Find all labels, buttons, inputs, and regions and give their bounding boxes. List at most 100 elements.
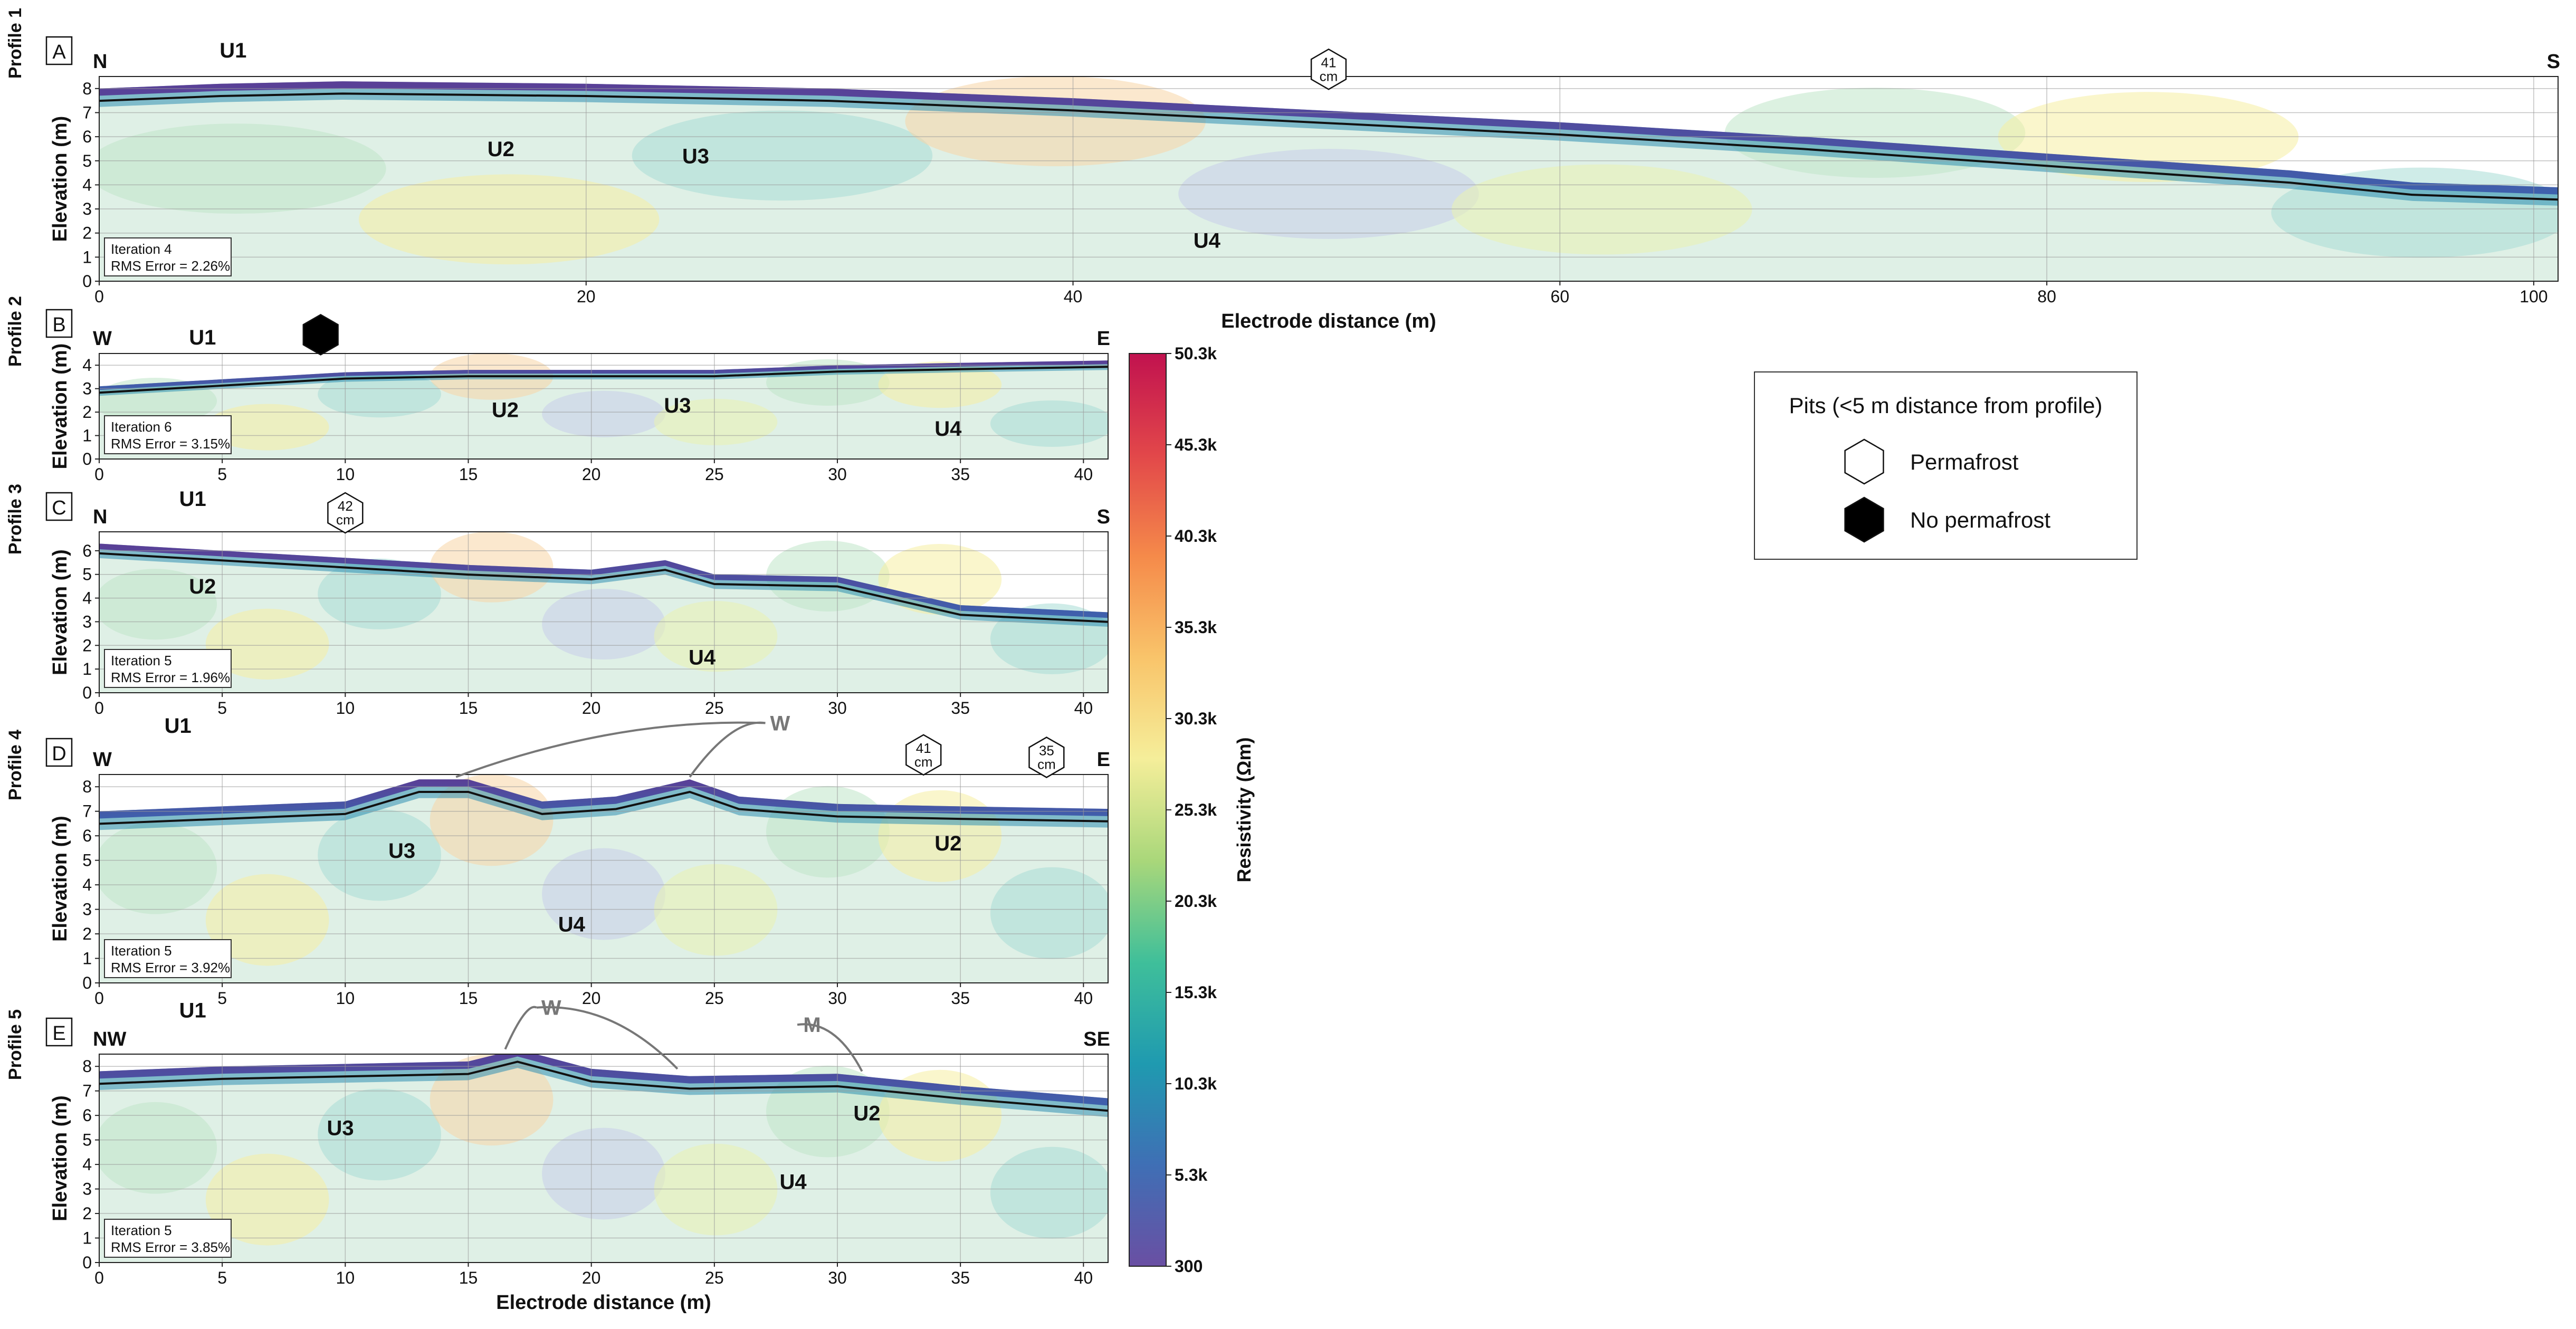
direction-left: W <box>93 749 112 771</box>
colorbar: 50.3k 45.3k 40.3k 35.3k 30.3k 25.3k 20.3k 15.3k… <box>1129 344 1255 1276</box>
x-tick-label: 5 <box>217 699 227 718</box>
section-shading <box>542 588 665 660</box>
panel-letter-box <box>45 492 73 521</box>
marker-label: W <box>541 997 561 1020</box>
x-axis-title: Electrode distance (m) <box>1221 310 1436 332</box>
resistivity-section <box>99 532 1108 693</box>
rms-error-label: RMS Error = 2.26% <box>111 258 230 274</box>
unit-label-u2: U2 <box>189 575 216 598</box>
x-tick-label: 5 <box>217 989 227 1008</box>
x-tick-label: 15 <box>459 989 478 1008</box>
panel-letter: D <box>52 743 66 765</box>
marker-leader-line <box>455 721 766 778</box>
y-tick-label: 2 <box>82 224 92 243</box>
panel-letter-box <box>45 1017 73 1047</box>
x-tick-label: 25 <box>705 1268 724 1287</box>
profile-label: Profile 5 <box>5 1009 25 1080</box>
section-shading <box>654 601 778 672</box>
y-ticks: 0 1 2 3 4 <box>82 356 99 469</box>
y-tick-label: 4 <box>82 875 92 894</box>
section-shading <box>1452 164 1752 255</box>
marker-leader-line <box>504 1006 537 1050</box>
x-tick-label: 100 <box>2520 287 2548 306</box>
unit-label-u1: U1 <box>179 487 206 511</box>
x-tick-label: 35 <box>951 1268 970 1287</box>
y-tick-label: 0 <box>82 1253 92 1272</box>
profile-label: Profile 1 <box>5 8 25 79</box>
y-tick-label: 7 <box>82 1082 92 1101</box>
pits-legend: Pits (<5 m distance from profile) Permafr… <box>1754 371 2138 560</box>
iteration-label: Iteration 6 <box>111 419 172 435</box>
section-shading <box>99 822 217 914</box>
panel-letter-box <box>45 309 73 338</box>
x-tick-label: 20 <box>582 699 601 718</box>
x-ticks: 0 5 10 15 20 25 30 35 40 <box>94 459 1093 484</box>
y-tick-label: 3 <box>82 379 92 398</box>
iteration-label: Iteration 5 <box>111 653 172 668</box>
unit-boundary-u1 <box>99 552 1109 623</box>
colorbar-tick-label: 20.3k <box>1175 892 1217 911</box>
y-tick-label: 0 <box>82 272 92 291</box>
section-shading <box>318 1088 441 1181</box>
colorbar-tick-label: 5.3k <box>1175 1165 1207 1184</box>
legend-frame <box>1754 371 2138 560</box>
legend-item-label: No permafrost <box>1910 508 2050 532</box>
y-ticks: 0 1 2 3 4 5 6 <box>82 541 99 702</box>
pit-depth-value: 42 <box>338 498 353 514</box>
iteration-label: Iteration 5 <box>111 1222 172 1238</box>
marker-m: M <box>797 1014 863 1072</box>
panel-c: 0 5 10 15 20 25 30 35 40 0 1 2 3 4 5 6 Elevation (m) Prof… <box>5 484 1110 718</box>
pit-hexagon-icon <box>1028 737 1065 778</box>
iteration-label: Iteration 5 <box>111 943 172 959</box>
section-shading <box>205 404 329 451</box>
unit-boundary-u1 <box>99 92 2559 201</box>
y-axis-title: Elevation (m) <box>49 816 71 942</box>
resistivity-section <box>99 1054 1108 1263</box>
x-tick-label: 5 <box>217 465 227 484</box>
y-tick-label: 0 <box>82 683 92 702</box>
y-tick-label: 3 <box>82 199 92 218</box>
y-tick-label: 6 <box>82 1106 92 1125</box>
section-shading <box>99 1102 217 1194</box>
panel-letter: B <box>52 314 65 336</box>
section-shading <box>205 608 329 680</box>
rms-error-label: RMS Error = 3.92% <box>111 960 230 976</box>
unit-label-u3: U3 <box>327 1116 354 1140</box>
y-tick-label: 8 <box>82 79 92 98</box>
x-tick-label: 30 <box>828 465 847 484</box>
section-shading <box>905 77 1206 167</box>
x-tick-label: 35 <box>951 989 970 1008</box>
plot-frame <box>99 1054 1109 1263</box>
unit-label-u3: U3 <box>682 145 709 168</box>
direction-left: NW <box>93 1028 126 1050</box>
x-tick-label: 35 <box>951 699 970 718</box>
y-axis-title: Elevation (m) <box>49 549 71 675</box>
iteration-box: Iteration 5 RMS Error = 1.96% <box>104 649 232 688</box>
y-tick-label: 3 <box>82 1180 92 1199</box>
pit-no-permafrost <box>302 313 339 356</box>
legend-item-no-permafrost: No permafrost <box>1844 496 2050 543</box>
x-tick-label: 40 <box>1074 1268 1093 1287</box>
x-axis-title: Electrode distance (m) <box>496 1292 711 1314</box>
x-tick-label: 40 <box>1074 465 1093 484</box>
section-shading <box>990 867 1108 959</box>
x-tick-label: 0 <box>94 989 104 1008</box>
iteration-box-frame <box>104 415 232 454</box>
plot-frame <box>99 774 1109 983</box>
x-tick-label: 15 <box>459 1268 478 1287</box>
direction-right: E <box>1097 328 1110 350</box>
iteration-box-frame <box>104 1219 232 1258</box>
x-tick-label: 20 <box>577 287 596 306</box>
unit-label-u1: U1 <box>165 714 192 738</box>
y-tick-label: 2 <box>82 403 92 422</box>
surface-layer <box>99 543 1108 618</box>
pit-hexagon-icon <box>905 734 942 776</box>
iteration-box-frame <box>104 237 232 276</box>
pit-depth-unit: cm <box>336 512 355 528</box>
y-tick-label: 5 <box>82 151 92 170</box>
x-tick-label: 80 <box>2037 287 2056 306</box>
y-tick-label: 2 <box>82 636 92 655</box>
unit-label-u1: U1 <box>220 39 246 62</box>
